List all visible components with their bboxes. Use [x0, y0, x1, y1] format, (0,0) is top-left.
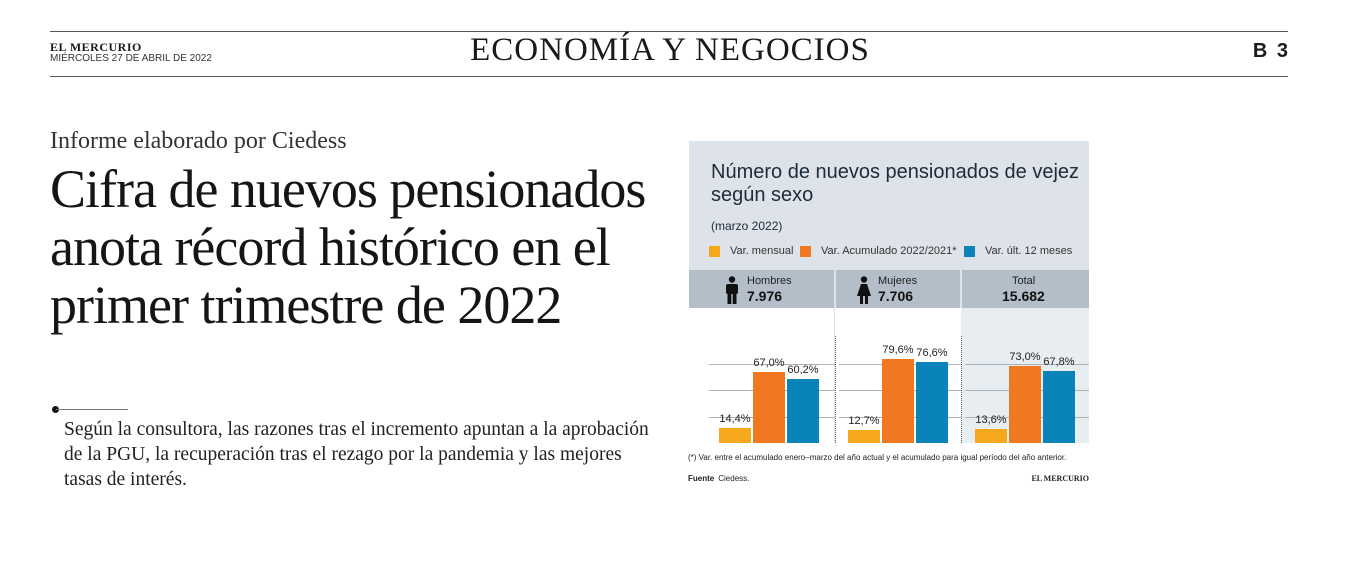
- group-header-mujeres: Mujeres 7.706: [836, 270, 960, 308]
- masthead-top-rule: [50, 31, 1288, 32]
- bar: [787, 379, 819, 443]
- group-label: Mujeres: [878, 275, 918, 287]
- chart-brand: EL MERCURIO: [1031, 474, 1089, 483]
- group-label: Hombres: [747, 275, 792, 287]
- infographic: Número de nuevos pensionados de vejez se…: [689, 141, 1089, 443]
- gridline: [965, 364, 1089, 365]
- group-label: Total: [1012, 275, 1036, 287]
- article-headline: Cifra de nuevos pensionados anota récord…: [50, 159, 646, 335]
- chart-source: Fuente Ciedess.: [688, 474, 749, 483]
- data-label: 60,2%: [787, 364, 819, 376]
- infographic-subtitle: (marzo 2022): [711, 219, 783, 233]
- bar: [1043, 371, 1075, 443]
- data-label: 73,0%: [1009, 351, 1041, 363]
- bar: [882, 359, 914, 443]
- legend-item: Var. últ. 12 meses: [964, 245, 1072, 257]
- group-total: 15.682: [1002, 288, 1045, 304]
- data-label: 67,0%: [753, 357, 785, 369]
- lead-bullet-line: [56, 409, 128, 410]
- bar: [753, 372, 785, 443]
- bar: [719, 428, 751, 443]
- legend-label: Var. mensual: [730, 245, 794, 257]
- article-kicker: Informe elaborado por Ciedess: [50, 128, 347, 154]
- legend-swatch: [800, 245, 811, 257]
- article-lead: Según la consultora, las razones tras el…: [64, 419, 649, 490]
- group-separator: [961, 336, 962, 443]
- bar: [1009, 366, 1041, 443]
- publication-name: EL MERCURIO: [50, 40, 142, 54]
- legend-item: Var. mensual: [709, 245, 793, 257]
- data-label: 79,6%: [882, 344, 914, 356]
- legend-label: Var. Acumulado 2022/2021*: [821, 245, 957, 257]
- publication-date: MIÉRCOLES 27 DE ABRIL DE 2022: [50, 53, 212, 64]
- infographic-title: Número de nuevos pensionados de vejez se…: [711, 161, 1080, 206]
- bar: [975, 429, 1007, 443]
- bar: [848, 430, 880, 443]
- group-separator: [835, 336, 836, 443]
- group-total: 7.976: [747, 288, 783, 304]
- legend-label: Var. últ. 12 meses: [985, 245, 1073, 257]
- group-header-total: Total 15.682: [962, 270, 1089, 308]
- legend-item: Var. Acumulado 2022/2021*: [800, 245, 957, 257]
- legend-swatch: [709, 245, 720, 257]
- data-label: 13,6%: [975, 414, 1007, 426]
- data-label: 67,8%: [1043, 356, 1075, 368]
- source-label: Fuente: [688, 474, 715, 483]
- chart-footnote: (*) Var. entre el acumulado enero–marzo …: [688, 453, 1067, 462]
- source-value: Ciedess.: [718, 474, 750, 483]
- data-label: 12,7%: [848, 415, 880, 427]
- chart-legend: Var. mensual Var. Acumulado 2022/2021* V…: [709, 245, 1089, 265]
- page-number: B 3: [1252, 40, 1290, 62]
- data-label: 14,4%: [719, 413, 751, 425]
- section-title: ECONOMÍA Y NEGOCIOS: [470, 32, 870, 68]
- gridline: [709, 364, 835, 365]
- man-icon: [726, 276, 738, 304]
- masthead-bottom-rule: [50, 76, 1288, 77]
- woman-icon: [857, 276, 871, 304]
- bar: [916, 362, 948, 443]
- group-header-hombres: Hombres 7.976: [689, 270, 834, 308]
- data-label: 76,6%: [916, 347, 948, 359]
- legend-swatch: [964, 245, 975, 257]
- group-total: 7.706: [878, 288, 914, 304]
- lead-bullet: [52, 406, 59, 413]
